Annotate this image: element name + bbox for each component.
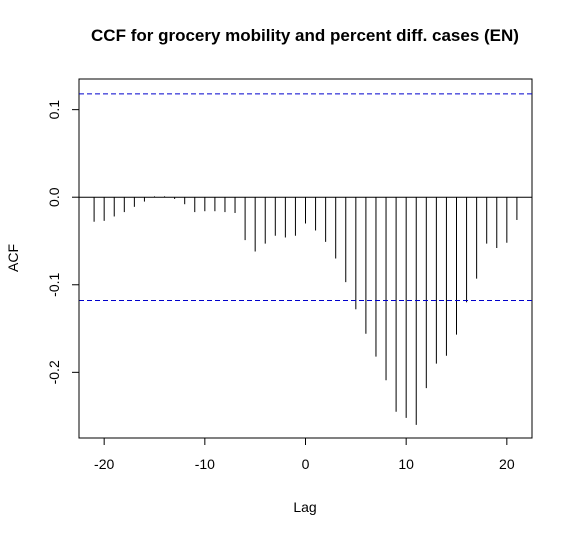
x-tick-label: -20: [94, 456, 114, 472]
x-axis-label: Lag: [293, 499, 316, 515]
x-tick-label: 10: [398, 456, 414, 472]
x-tick-label: -10: [195, 456, 215, 472]
chart-title: CCF for grocery mobility and percent dif…: [91, 26, 519, 45]
y-tick-label: 0.1: [46, 100, 62, 120]
x-tick-label: 0: [302, 456, 310, 472]
x-axis: -20 -10 0 10 20: [94, 437, 515, 472]
y-tick-label: -0.2: [46, 360, 62, 384]
x-tick-label: 20: [499, 456, 515, 472]
y-axis-label: ACF: [5, 244, 21, 272]
ccf-bars: [93, 196, 518, 425]
y-tick-label: 0.0: [46, 187, 62, 207]
plot-frame: [78, 78, 533, 439]
y-axis: -0.2 -0.1 0.0 0.1: [46, 100, 80, 384]
y-tick-label: -0.1: [46, 272, 62, 296]
